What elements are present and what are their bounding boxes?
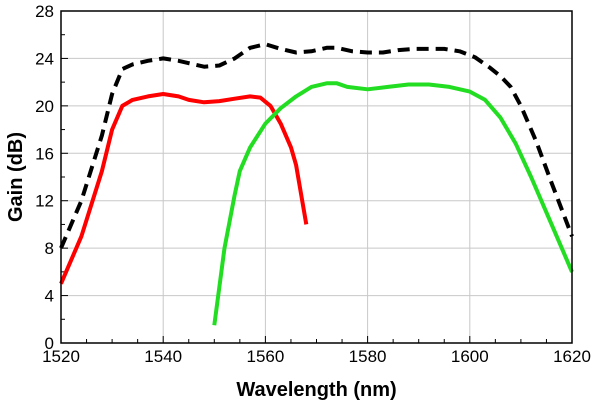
minor-ticks (60, 10, 573, 344)
x-tick-label: 1580 (349, 347, 387, 366)
y-tick-label: 12 (35, 192, 54, 211)
y-tick-label: 8 (45, 239, 54, 258)
x-axis-title: Wavelength (nm) (236, 379, 396, 401)
series-line-1 (59, 42, 574, 249)
series-line-2 (59, 92, 309, 285)
x-tick-label: 1520 (42, 347, 80, 366)
y-tick-label: 28 (35, 2, 54, 21)
series-layer (59, 42, 574, 326)
y-tick-label: 4 (45, 287, 54, 306)
y-tick-labels: 0 4 8 12 16 20 24 28 (35, 2, 54, 353)
x-tick-labels: 1520 1540 1560 1580 1600 1620 (42, 347, 591, 366)
y-tick-label: 0 (45, 334, 54, 353)
grid (61, 11, 572, 343)
y-tick-label: 16 (35, 144, 54, 163)
x-tick-label: 1560 (246, 347, 284, 366)
x-tick-label: 1540 (144, 347, 182, 366)
y-axis-title: Gain (dB) (5, 132, 27, 222)
y-tick-label: 20 (35, 97, 54, 116)
x-tick-label: 1600 (451, 347, 489, 366)
y-tick-label: 24 (35, 49, 54, 68)
plot-frame (60, 10, 573, 344)
x-tick-label: 1620 (553, 347, 591, 366)
series-line-3 (212, 81, 574, 326)
